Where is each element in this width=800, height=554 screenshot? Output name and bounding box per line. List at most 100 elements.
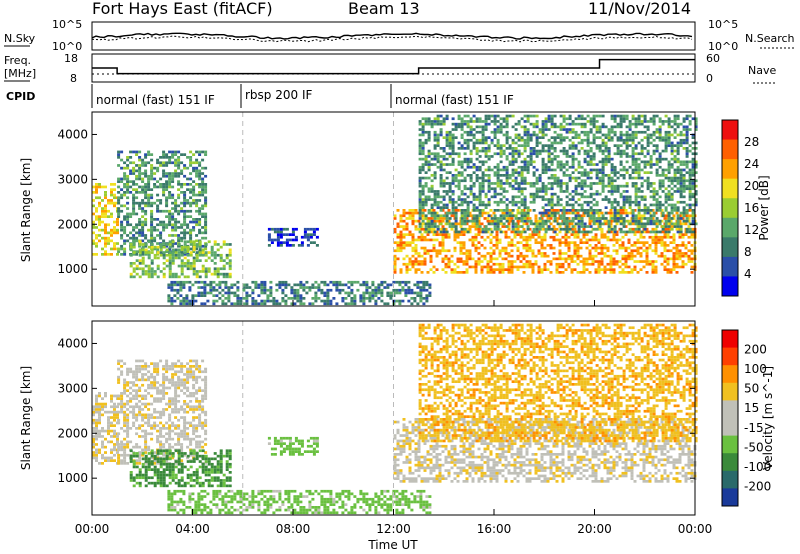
heatmap-cell xyxy=(568,147,572,150)
heatmap-cell xyxy=(625,133,629,137)
heatmap-cell xyxy=(568,155,572,158)
heatmap-cell xyxy=(501,271,505,274)
heatmap-cell xyxy=(496,225,500,228)
heatmap-cell xyxy=(168,218,172,221)
heatmap-cell xyxy=(609,271,613,274)
heatmap-cell xyxy=(562,211,566,215)
heatmap-cell xyxy=(651,265,655,269)
heatmap-cell xyxy=(110,228,113,232)
heatmap-cell xyxy=(582,265,586,269)
heatmap-cell xyxy=(522,246,526,250)
heatmap-cell xyxy=(144,193,148,197)
heatmap-cell xyxy=(269,299,273,303)
heatmap-cell xyxy=(499,174,503,177)
heatmap-cell xyxy=(583,117,587,121)
heatmap-cell xyxy=(189,158,193,162)
heatmap-cell xyxy=(475,165,479,169)
heatmap-cell xyxy=(649,190,653,193)
heatmap-cell xyxy=(601,152,605,156)
heatmap-cell xyxy=(475,222,479,226)
heatmap-cell xyxy=(510,241,514,244)
heatmap-cell xyxy=(664,138,668,142)
heatmap-cell xyxy=(499,184,503,188)
heatmap-cell xyxy=(197,291,201,295)
heatmap-cell xyxy=(129,253,133,257)
heatmap-cell xyxy=(577,176,581,180)
heatmap-cell xyxy=(475,206,479,209)
heatmap-cell xyxy=(138,218,142,221)
heatmap-cell xyxy=(123,177,127,181)
heatmap-cell xyxy=(141,259,145,262)
heatmap-cell xyxy=(487,227,491,231)
heatmap-cell xyxy=(393,241,397,244)
heatmap-cell xyxy=(552,227,556,231)
heatmap-cell xyxy=(129,215,133,218)
heatmap-cell xyxy=(490,230,494,234)
heatmap-cell xyxy=(499,209,503,212)
heatmap-cell xyxy=(359,297,363,300)
heatmap-cell xyxy=(98,220,101,224)
heatmap-cell xyxy=(198,228,202,232)
heatmap-cell xyxy=(634,190,638,193)
heatmap-cell xyxy=(430,184,434,188)
heatmap-cell xyxy=(213,251,217,254)
heatmap-cell xyxy=(607,190,611,193)
heatmap-cell xyxy=(544,117,548,121)
heatmap-cell xyxy=(646,149,650,153)
heatmap-cell xyxy=(439,200,443,204)
heatmap-cell xyxy=(117,196,121,200)
heatmap-cell xyxy=(453,262,457,266)
heatmap-cell xyxy=(673,122,677,126)
heatmap-cell xyxy=(538,227,542,231)
heatmap-cell xyxy=(622,117,626,121)
heatmap-cell xyxy=(317,288,321,292)
heatmap-cell xyxy=(405,225,409,228)
heatmap-cell xyxy=(670,187,674,191)
heatmap-cell xyxy=(517,195,521,199)
heatmap-cell xyxy=(126,201,130,205)
heatmap-cell xyxy=(643,198,647,201)
heatmap-cell xyxy=(580,209,584,212)
heatmap-cell xyxy=(591,238,595,242)
heatmap-cell xyxy=(417,268,421,271)
heatmap-cell xyxy=(643,136,647,139)
heatmap-cell xyxy=(571,155,575,158)
heatmap-cell xyxy=(538,187,542,191)
heatmap-cell xyxy=(547,203,551,207)
heatmap-cell xyxy=(303,227,307,231)
heatmap-cell xyxy=(150,174,154,178)
heatmap-cell xyxy=(156,193,160,197)
heatmap-cell xyxy=(481,174,485,177)
heatmap-cell xyxy=(329,302,333,306)
heatmap-cell xyxy=(478,149,482,153)
heatmap-cell xyxy=(203,283,207,287)
heatmap-cell xyxy=(195,275,199,279)
heatmap-cell xyxy=(480,244,484,247)
heatmap-cell xyxy=(436,157,440,161)
heatmap-cell xyxy=(419,288,423,292)
heatmap-cell xyxy=(427,230,431,234)
heatmap-cell xyxy=(402,227,406,231)
heatmap-cell xyxy=(594,238,598,242)
heatmap-cell xyxy=(183,153,187,156)
heatmap-cell xyxy=(637,174,641,177)
heatmap-cell xyxy=(658,187,662,191)
heatmap-cell xyxy=(144,191,148,194)
heatmap-cell xyxy=(442,227,446,231)
heatmap-cell xyxy=(586,163,590,166)
heatmap-cell xyxy=(640,182,644,185)
heatmap-cell xyxy=(465,227,469,231)
heatmap-cell xyxy=(135,226,139,229)
heatmap-cell xyxy=(273,227,277,231)
heatmap-cell xyxy=(417,219,421,223)
heatmap-cell xyxy=(445,157,449,161)
heatmap-cell xyxy=(156,161,160,165)
heatmap-cell xyxy=(399,217,403,220)
heatmap-cell xyxy=(430,179,434,183)
heatmap-cell xyxy=(421,125,425,129)
heatmap-cell xyxy=(543,268,547,271)
heatmap-cell xyxy=(192,248,196,252)
heatmap-cell xyxy=(150,209,154,213)
heatmap-cell xyxy=(447,257,451,261)
heatmap-cell xyxy=(430,203,434,207)
